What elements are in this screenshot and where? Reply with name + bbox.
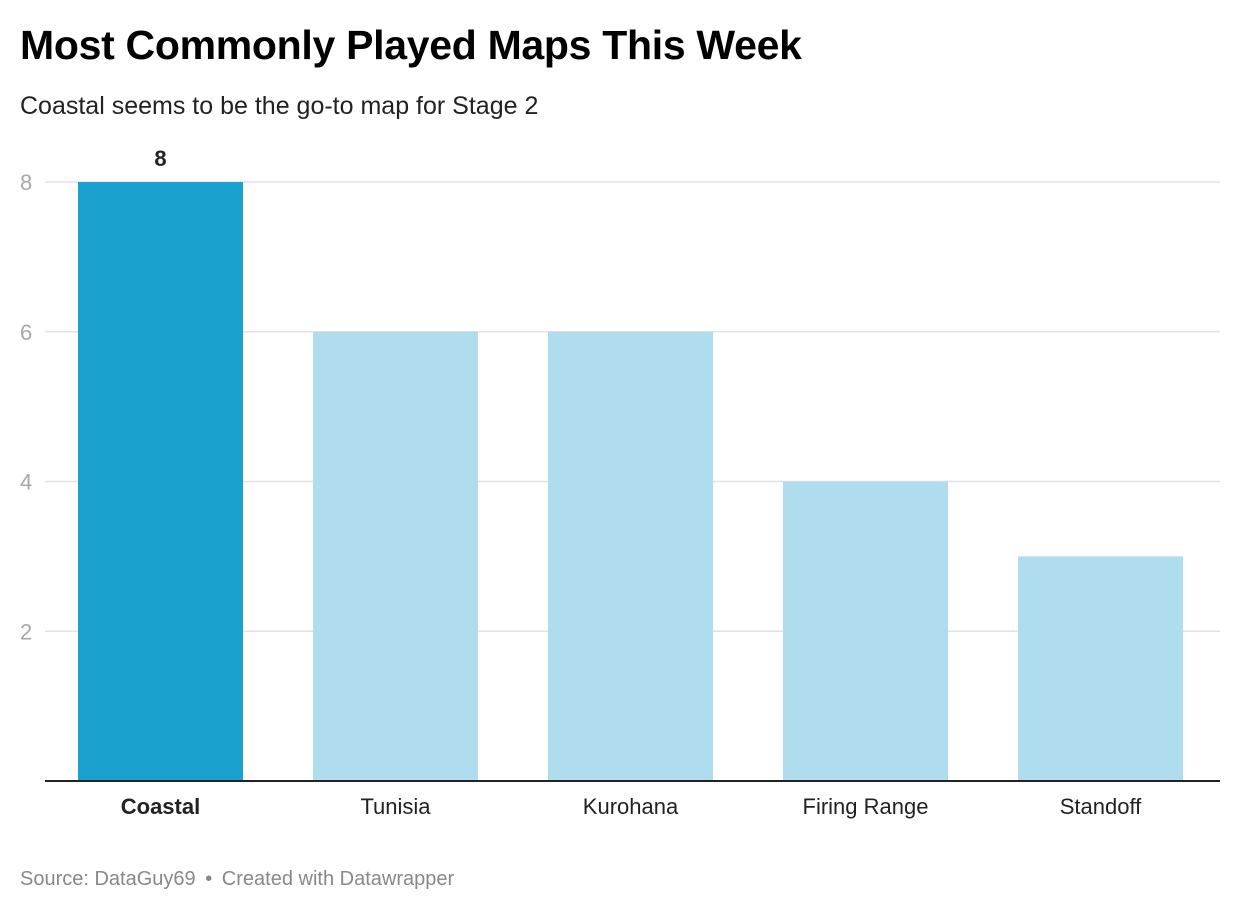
source-text: Source: DataGuy69 xyxy=(20,868,196,890)
bar-firing-range xyxy=(783,481,948,781)
bar-tunisia xyxy=(313,331,478,781)
x-tick-label: Standoff xyxy=(1060,794,1142,819)
x-tick-label: Firing Range xyxy=(803,794,929,819)
bars xyxy=(78,182,1183,781)
bar-standoff xyxy=(1018,556,1183,781)
x-tick-label: Tunisia xyxy=(360,794,431,819)
chart-subtitle: Coastal seems to be the go-to map for St… xyxy=(20,92,539,120)
x-tick-label: Coastal xyxy=(121,794,200,819)
y-tick-label: 2 xyxy=(20,619,32,644)
chart-footer: Source: DataGuy69 • Created with Datawra… xyxy=(20,864,454,894)
chart-title: Most Commonly Played Maps This Week xyxy=(20,22,802,68)
data-label: 8 xyxy=(154,146,166,171)
data-labels: 8 xyxy=(154,146,166,171)
x-tick-label: Kurohana xyxy=(583,794,679,819)
y-tick-label: 6 xyxy=(20,320,32,345)
y-tick-label: 8 xyxy=(20,170,32,195)
x-axis-ticks: Coastal Tunisia Kurohana Firing Range Stando… xyxy=(121,794,1142,819)
bar-coastal xyxy=(78,182,243,781)
bar-kurohana xyxy=(548,331,713,781)
y-tick-label: 4 xyxy=(20,470,32,495)
footer-separator: • xyxy=(205,868,213,890)
credit-text: Created with Datawrapper xyxy=(221,868,455,890)
y-axis-ticks: 2 4 6 8 xyxy=(20,170,32,644)
